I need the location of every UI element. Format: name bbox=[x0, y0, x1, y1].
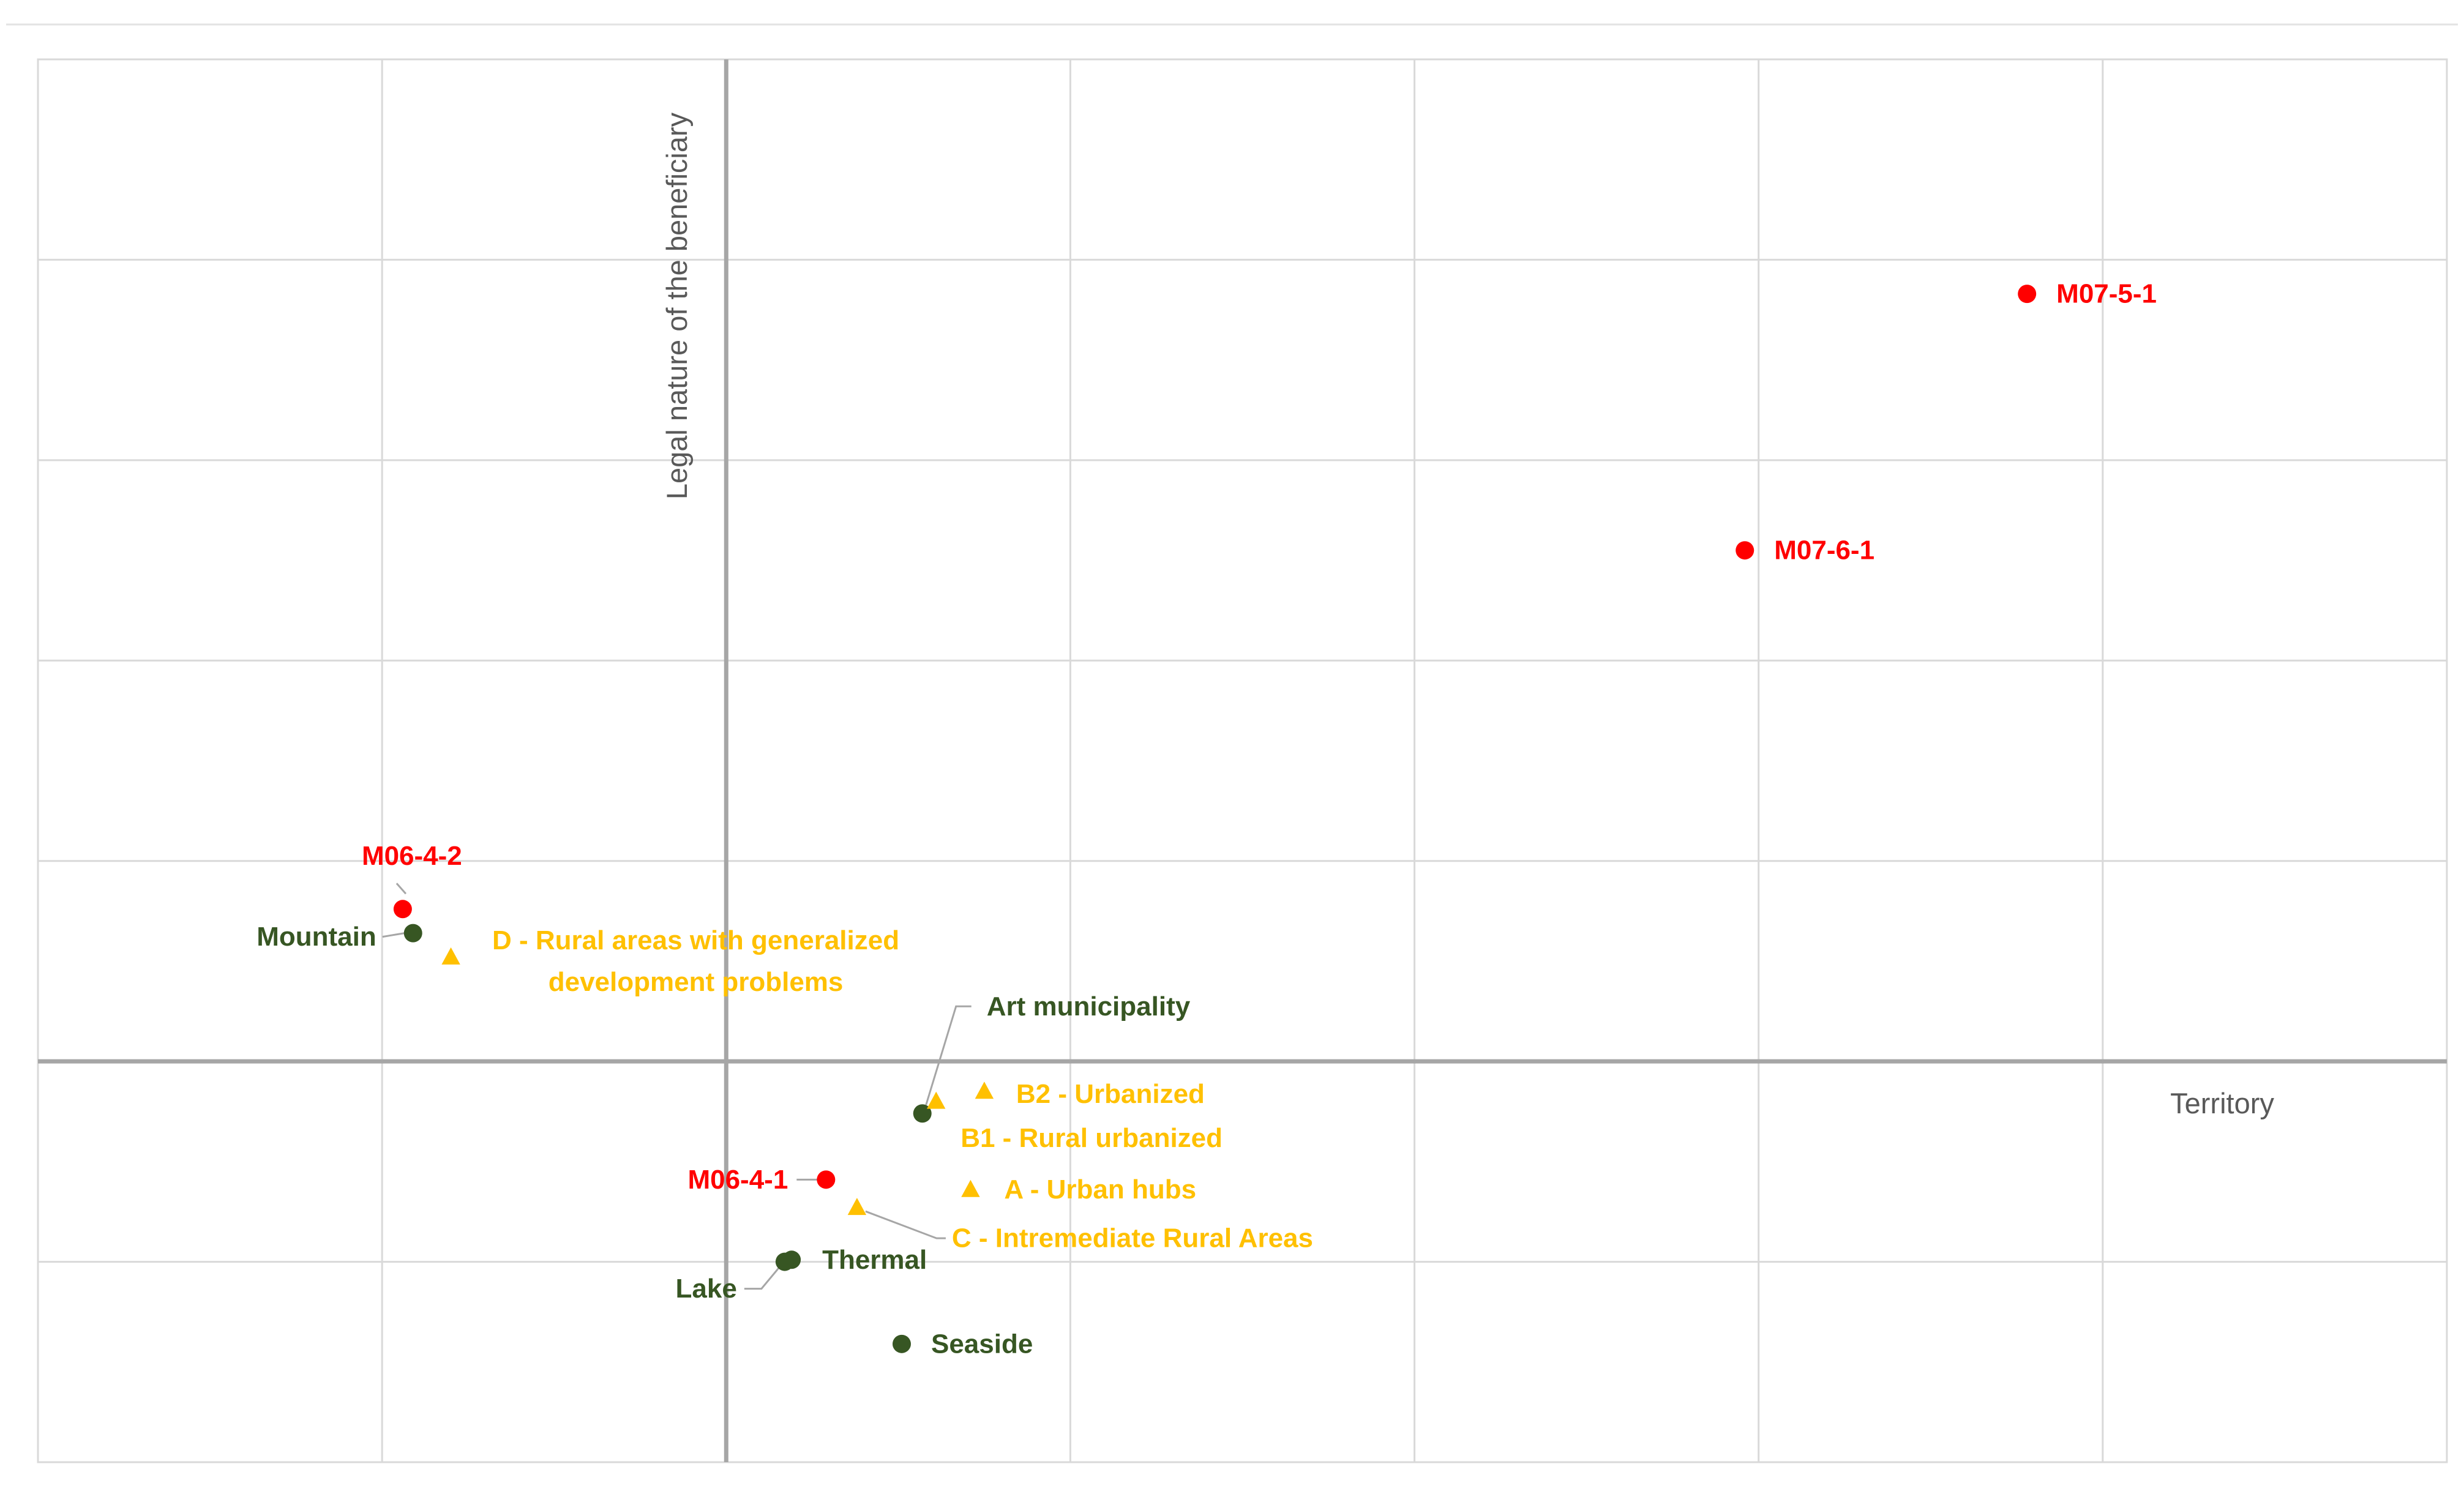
point-d-rural-areas-with-generalized-development-problems bbox=[441, 947, 460, 965]
data-label-a-urban-hubs: A - Urban hubs bbox=[1004, 1175, 1196, 1205]
data-label-line: development problems bbox=[549, 966, 844, 996]
leader-line-c-intremediate-rural-areas bbox=[865, 1210, 946, 1239]
point-seaside bbox=[892, 1334, 911, 1353]
leader-lines bbox=[382, 883, 972, 1290]
leader-line-mountain bbox=[382, 932, 405, 938]
plot-area-border bbox=[37, 58, 2448, 1463]
leader-line-lake bbox=[744, 1266, 781, 1290]
point-b1-rural-urbanized bbox=[926, 1091, 946, 1109]
data-label-m07-5-1: M07-5-1 bbox=[2056, 279, 2157, 309]
data-label-art-municipality: Art municipality bbox=[987, 992, 1191, 1022]
point-m07-6-1 bbox=[1736, 541, 1754, 560]
data-label-b2-urbanized: B2 - Urbanized bbox=[1016, 1079, 1205, 1109]
point-m07-5-1 bbox=[2018, 285, 2037, 304]
point-b2-urbanized bbox=[975, 1081, 994, 1099]
point-m06-4-1 bbox=[817, 1170, 836, 1189]
data-label-seaside: Seaside bbox=[931, 1329, 1033, 1359]
leader-line-art-municipality bbox=[925, 1005, 972, 1105]
data-label-line: D - Rural areas with generalized bbox=[492, 925, 899, 955]
data-label-lake: Lake bbox=[676, 1274, 737, 1304]
data-label-c-intremediate-rural-areas: C - Intremediate Rural Areas bbox=[952, 1223, 1313, 1253]
data-label-mountain: Mountain bbox=[257, 922, 376, 952]
point-c-intremediate-rural-areas bbox=[847, 1198, 867, 1216]
point-art-municipality bbox=[913, 1104, 932, 1123]
data-points bbox=[393, 285, 2037, 1353]
data-label-m06-4-2: M06-4-2 bbox=[362, 841, 462, 871]
data-label-b1-rural-urbanized: B1 - Rural urbanized bbox=[961, 1123, 1223, 1153]
y-axis-title: Legal nature of the beneficiary bbox=[661, 112, 693, 499]
data-label-d-rural-areas-with-generalized-development-problems: D - Rural areas with generalized developm… bbox=[492, 925, 899, 996]
data-label-thermal: Thermal bbox=[822, 1245, 927, 1275]
gridlines bbox=[38, 59, 2447, 1462]
point-m06-4-2 bbox=[393, 900, 412, 919]
leader-line-m06-4-2 bbox=[395, 883, 406, 895]
x-axis-title: Territory bbox=[2170, 1087, 2274, 1119]
axes bbox=[38, 59, 2447, 1462]
data-label-m06-4-1: M06-4-1 bbox=[687, 1165, 788, 1195]
data-label-m07-6-1: M07-6-1 bbox=[1774, 536, 1874, 566]
point-lake bbox=[775, 1252, 794, 1271]
point-a-urban-hubs bbox=[961, 1179, 980, 1197]
point-mountain bbox=[403, 924, 422, 943]
data-labels: M07-5-1 M07-6-1 M06-4-2 M06-4-1 Mountain Art … bbox=[257, 279, 2157, 1359]
